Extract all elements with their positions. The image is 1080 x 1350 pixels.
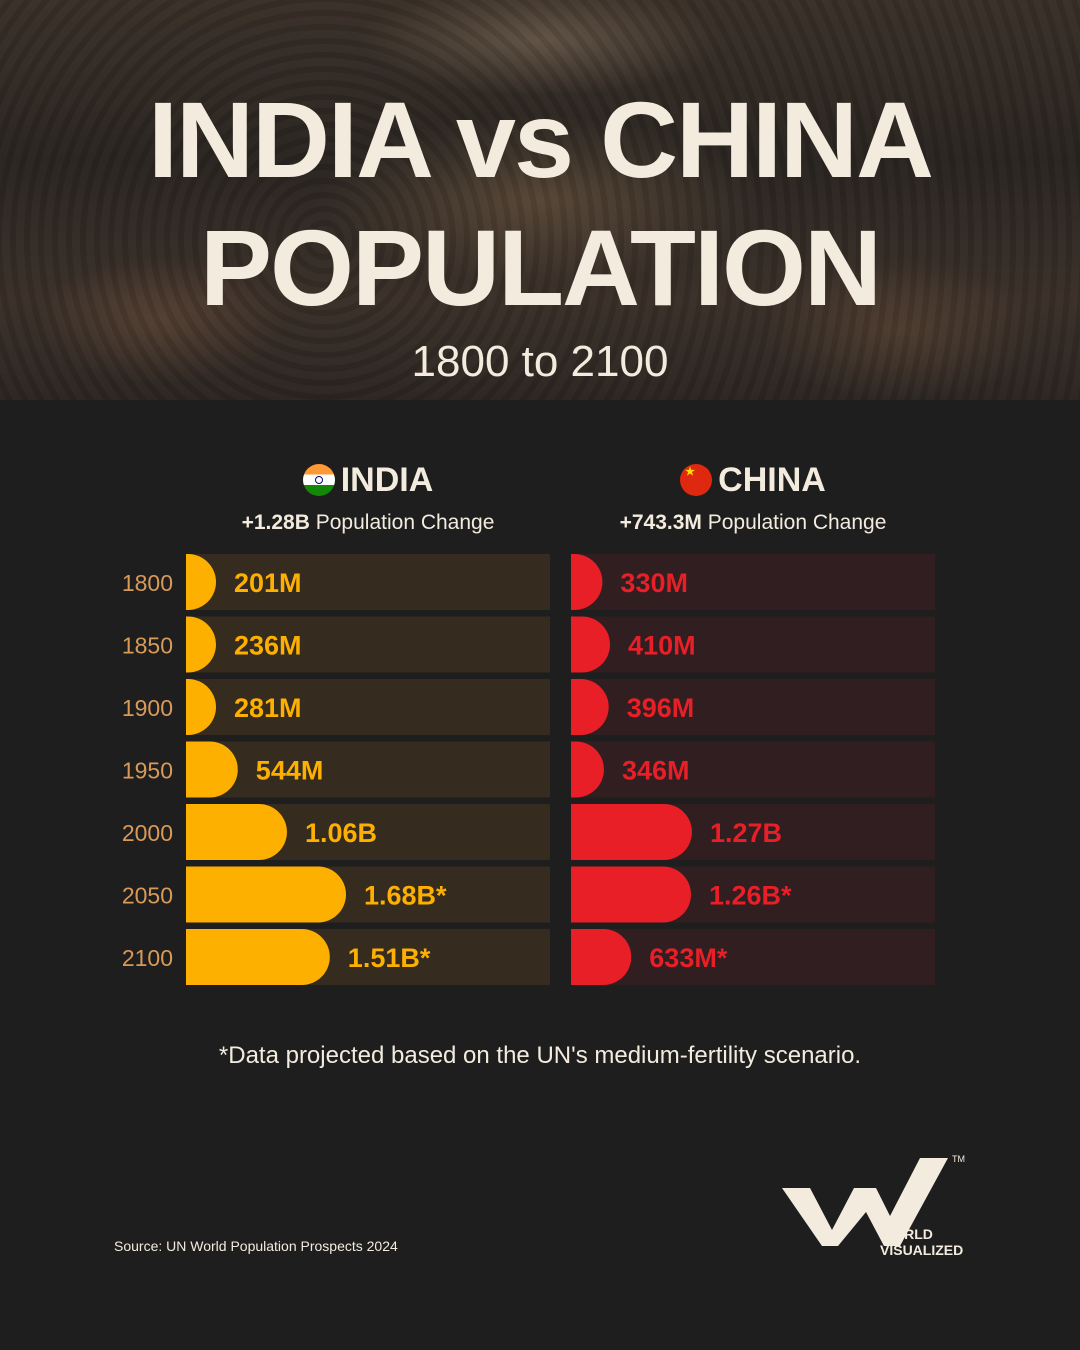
china-bar-2100 (571, 929, 632, 985)
year-label-1850: 1850 (122, 633, 173, 659)
india-bar-1850 (186, 616, 216, 673)
year-label-1800: 1800 (122, 570, 173, 596)
china-change-label: Population Change (707, 511, 887, 534)
india-track-1900 (186, 679, 550, 735)
crowd-photo (0, 0, 1080, 400)
china-value-label-2100: 633M* (649, 943, 728, 973)
china-flag-icon: ★ (680, 464, 713, 496)
projection-note: *Data projected based on the UN's medium… (218, 1042, 862, 1069)
india-bar-1950 (186, 741, 238, 798)
india-bar-2000 (186, 804, 287, 860)
brand-line-1: WORLD (880, 1226, 933, 1242)
subtitle: 1800 to 2100 (411, 337, 669, 386)
year-label-2100: 2100 (122, 945, 173, 971)
china-name: CHINA (718, 460, 826, 499)
china-track-1900 (571, 679, 935, 735)
brand-line-2: VISUALIZED (880, 1242, 964, 1258)
india-value-label-1850: 236M (234, 631, 302, 661)
brand-name: WORLD VISUALIZED (880, 1226, 963, 1258)
india-value-label-1900: 281M (234, 693, 302, 723)
china-track-1800 (571, 554, 935, 610)
china-value-label-1900: 396M (627, 693, 695, 723)
india-track-1800 (186, 554, 550, 610)
india-name: INDIA (340, 460, 434, 499)
trademark-mark: TM (952, 1154, 965, 1164)
india-value-label-1800: 201M (234, 568, 302, 598)
china-change: +743.3M Population Change (571, 508, 935, 538)
china-bar-1800 (571, 554, 603, 610)
source-text: Source: UN World Population Prospects 20… (114, 1238, 398, 1254)
china-value-label-1800: 330M (620, 568, 688, 598)
india-header: INDIA (186, 458, 550, 502)
china-bar-1850 (571, 616, 611, 673)
china-bar-1950 (571, 741, 604, 798)
china-track-1850 (571, 616, 935, 673)
year-label-2000: 2000 (122, 820, 173, 846)
china-value-label-1850: 410M (628, 631, 696, 661)
india-bar-2050 (186, 866, 346, 923)
china-value-label-1950: 346M (622, 756, 690, 786)
india-bar-2100 (186, 929, 330, 985)
india-bar-1900 (186, 679, 216, 735)
india-flag-icon (302, 464, 335, 496)
india-value-label-2000: 1.06B (305, 818, 377, 848)
china-change-value: +743.3M (619, 511, 702, 534)
world-visualized-logo-icon: TM (782, 1154, 965, 1246)
title-line-2: POPULATION (200, 207, 882, 328)
india-bar-1800 (186, 554, 216, 610)
india-change-label: Population Change (315, 511, 495, 534)
india-value-label-2050: 1.68B* (364, 881, 447, 911)
china-track-2100 (571, 929, 935, 985)
india-change: +1.28B Population Change (186, 508, 550, 538)
title-line-1: INDIA vs CHINA (147, 79, 934, 200)
china-bar-2000 (571, 804, 692, 860)
india-track-1850 (186, 616, 550, 673)
china-bar-2050 (571, 866, 691, 923)
india-value-label-2100: 1.51B* (348, 943, 431, 973)
china-header: ★ CHINA (571, 458, 935, 502)
china-value-label-2000: 1.27B (710, 818, 782, 848)
india-change-value: +1.28B (241, 511, 310, 534)
year-label-1950: 1950 (122, 758, 173, 784)
india-track-1950 (186, 741, 550, 798)
india-value-label-1950: 544M (256, 756, 324, 786)
hero-background (0, 0, 1080, 400)
china-bar-1900 (571, 679, 609, 735)
year-label-1900: 1900 (122, 695, 173, 721)
year-label-2050: 2050 (122, 883, 173, 909)
china-value-label-2050: 1.26B* (709, 881, 792, 911)
china-track-1950 (571, 741, 935, 798)
